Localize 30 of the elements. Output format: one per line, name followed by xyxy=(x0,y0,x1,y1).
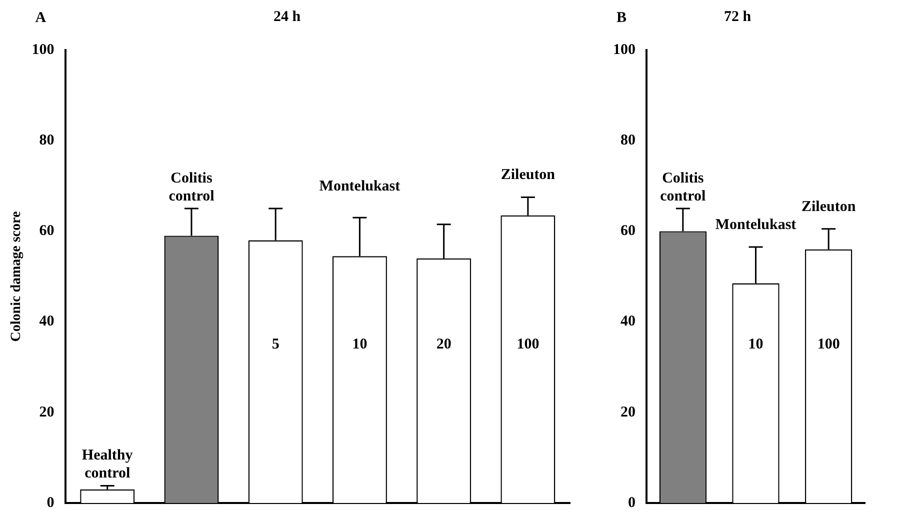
annotation: Montelukast xyxy=(715,216,796,233)
y-tick-label: 100 xyxy=(32,42,54,58)
y-tick-label: 0 xyxy=(46,494,54,511)
x-tick-label: 100 xyxy=(516,336,540,352)
y-tick-label: 40 xyxy=(39,314,54,330)
annotation: Montelukast xyxy=(319,178,400,194)
y-tick-label: 20 xyxy=(39,404,54,420)
text: A xyxy=(35,10,46,26)
y-tick-label: 100 xyxy=(613,42,636,58)
x-tick-label: 10 xyxy=(748,336,764,352)
annotation: Zileuton xyxy=(801,198,856,215)
y-tick-label: 60 xyxy=(620,223,636,240)
x-tick-label: 10 xyxy=(352,336,368,352)
x-tick-label: Colitis control xyxy=(660,170,706,204)
x-tick-label: Healthy control xyxy=(82,448,134,482)
y-tick-label: 0 xyxy=(628,494,636,511)
y-axis-title: Colonic damage score xyxy=(9,211,24,342)
x-tick-label: 100 xyxy=(817,336,840,352)
chart-title: 72 h xyxy=(724,8,752,25)
text: B xyxy=(616,10,627,26)
x-tick-label: 5 xyxy=(272,336,280,352)
x-tick-label: 20 xyxy=(436,336,452,352)
x-tick-label: Colitis control xyxy=(168,170,214,204)
y-tick-label: 40 xyxy=(620,314,636,330)
annotation: Zileuton xyxy=(500,167,556,184)
y-tick-label: 80 xyxy=(620,132,636,148)
y-tick-label: 80 xyxy=(39,132,54,148)
y-tick-label: 60 xyxy=(39,223,54,240)
chart-title: 24 h xyxy=(273,8,302,25)
y-tick-label: 20 xyxy=(620,404,636,420)
